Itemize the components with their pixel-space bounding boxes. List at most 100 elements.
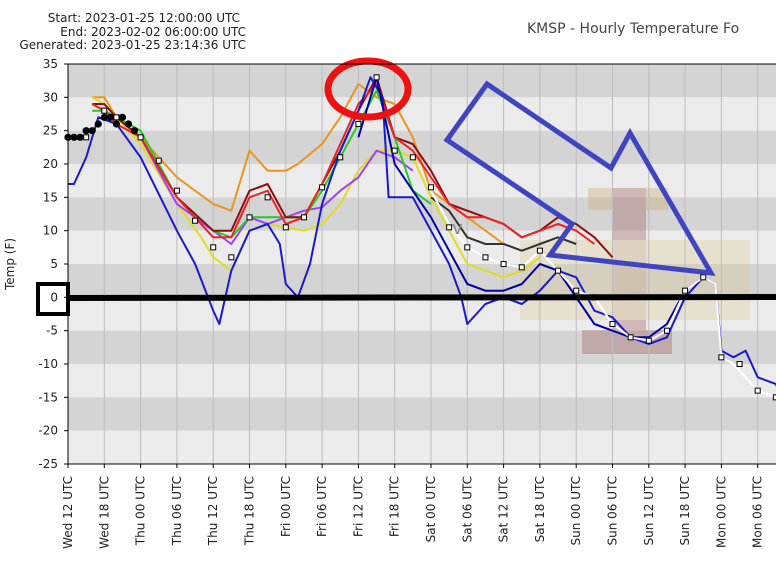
y-tick-label: 10 xyxy=(43,224,58,238)
x-tick-label: Sat 12 UTC xyxy=(497,476,511,542)
forecast-marker xyxy=(355,121,362,127)
forecast-marker xyxy=(192,217,199,224)
forecast-marker xyxy=(155,157,162,164)
y-tick-label: 0 xyxy=(50,290,58,304)
bg-band xyxy=(68,97,776,131)
bg-band xyxy=(68,64,776,98)
bg-band xyxy=(68,297,776,331)
forecast-marker xyxy=(736,361,743,367)
x-tick-label: Sun 00 UTC xyxy=(569,476,583,546)
forecast-marker xyxy=(428,184,434,191)
forecast-marker xyxy=(391,147,398,154)
forecast-marker xyxy=(246,214,253,221)
observed-point xyxy=(70,133,78,141)
observed-point xyxy=(100,113,108,121)
forecast-marker xyxy=(319,184,326,191)
series-line xyxy=(357,76,716,339)
forecast-marker xyxy=(500,261,507,267)
zero-line xyxy=(67,294,776,301)
y-tick-label: 20 xyxy=(43,157,58,171)
x-tick-label: Wed 18 UTC xyxy=(97,476,111,549)
forecast-marker xyxy=(113,114,120,121)
observed-point xyxy=(88,127,96,135)
forecast-marker xyxy=(101,107,108,114)
x-tick-label: Sat 18 UTC xyxy=(533,476,547,542)
observed-point xyxy=(130,127,139,135)
x-tick-label: Thu 06 UTC xyxy=(170,476,184,546)
forecast-marker xyxy=(700,274,707,281)
forecast-marker xyxy=(300,214,307,221)
header-start: Start: 2023-01-25 12:00:00 UTC xyxy=(48,11,240,25)
forecast-marker xyxy=(373,74,380,81)
x-tick-label: Fri 00 UTC xyxy=(279,476,293,537)
downward-arrow-annotation xyxy=(443,80,716,277)
header-generated: Generated: 2023-01-25 23:14:36 UTC xyxy=(19,38,246,52)
y-tick-label: 15 xyxy=(43,190,58,204)
x-tick-label: Sun 18 UTC xyxy=(678,476,692,546)
forecast-marker xyxy=(573,287,580,294)
series-line xyxy=(430,196,577,252)
forecast-marker xyxy=(337,154,344,161)
forecast-marker xyxy=(609,321,616,327)
x-tick-label: Mon 06 UTC xyxy=(751,476,765,548)
x-tick-label: Fri 06 UTC xyxy=(315,476,329,537)
observed-point xyxy=(106,113,114,121)
header-end: End: 2023-02-02 06:00:00 UTC xyxy=(60,25,246,39)
x-tick-labels: Wed 12 UTC Wed 18 UTC Thu 00 UTC Thu 06 UTC… xyxy=(61,464,765,549)
y-tick-label: 25 xyxy=(43,124,58,138)
x-tick-label: Fri 12 UTC xyxy=(351,476,365,537)
x-tick-label: Mon 00 UTC xyxy=(714,476,728,548)
annotation-v: v xyxy=(452,218,463,239)
forecast-marker xyxy=(555,267,562,274)
forecast-marker xyxy=(228,254,235,261)
x-tick-label: Sat 06 UTC xyxy=(460,476,474,542)
x-tick-label: Sun 06 UTC xyxy=(606,476,620,546)
forecast-marker xyxy=(137,134,144,141)
series-line xyxy=(91,83,595,245)
forecast-marker xyxy=(210,244,217,251)
forecast-marker xyxy=(536,247,543,254)
forecast-marker xyxy=(645,337,652,344)
forecast-marker xyxy=(518,264,525,271)
x-tick-label: Sat 00 UTC xyxy=(424,476,438,542)
chart-title: KMSP - Hourly Temperature Fo xyxy=(527,21,739,37)
observed-point xyxy=(94,120,102,128)
x-tick-label: Sun 12 UTC xyxy=(642,476,656,546)
bg-band xyxy=(68,430,776,464)
forecast-marker xyxy=(754,387,761,394)
forecast-marker xyxy=(264,194,271,201)
observed-point xyxy=(112,120,120,128)
bg-band xyxy=(68,397,776,431)
forecast-marker xyxy=(173,187,180,194)
y-tick-label: 5 xyxy=(50,257,58,271)
observed-point xyxy=(82,127,90,135)
x-tick-label: Thu 18 UTC xyxy=(243,476,257,546)
forecast-marker xyxy=(464,244,471,251)
observed-point xyxy=(124,120,133,128)
forecast-marker xyxy=(718,354,725,361)
y-tick-label: -5 xyxy=(46,324,58,338)
y-tick-label: -10 xyxy=(38,357,58,371)
observed-point xyxy=(76,133,84,141)
y-tick-label: -15 xyxy=(38,390,58,404)
y-tick-label: -20 xyxy=(38,424,58,438)
forecast-marker xyxy=(627,334,634,341)
x-tick-label: Fri 18 UTC xyxy=(388,476,402,537)
y-tick-labels: 35 30 25 20 15 10 5 0 -5 -10 -15 -20 -25 xyxy=(38,57,68,471)
y-axis-label: Temp (F) xyxy=(3,238,17,291)
x-tick-label: Thu 12 UTC xyxy=(206,476,220,546)
observed-point xyxy=(118,113,127,121)
forecast-marker xyxy=(446,224,453,231)
forecast-marker xyxy=(682,287,689,294)
forecast-marker xyxy=(409,154,416,161)
bg-band xyxy=(68,364,776,398)
peak-circle-annotation xyxy=(324,57,412,121)
x-tick-label: Thu 00 UTC xyxy=(134,476,148,546)
forecast-marker xyxy=(663,327,670,334)
forecast-marker xyxy=(83,134,90,141)
y-tick-label: 30 xyxy=(43,90,58,104)
observed-points xyxy=(64,113,139,141)
y-tick-label: 35 xyxy=(43,57,58,71)
y-tick-label: -25 xyxy=(38,457,58,471)
